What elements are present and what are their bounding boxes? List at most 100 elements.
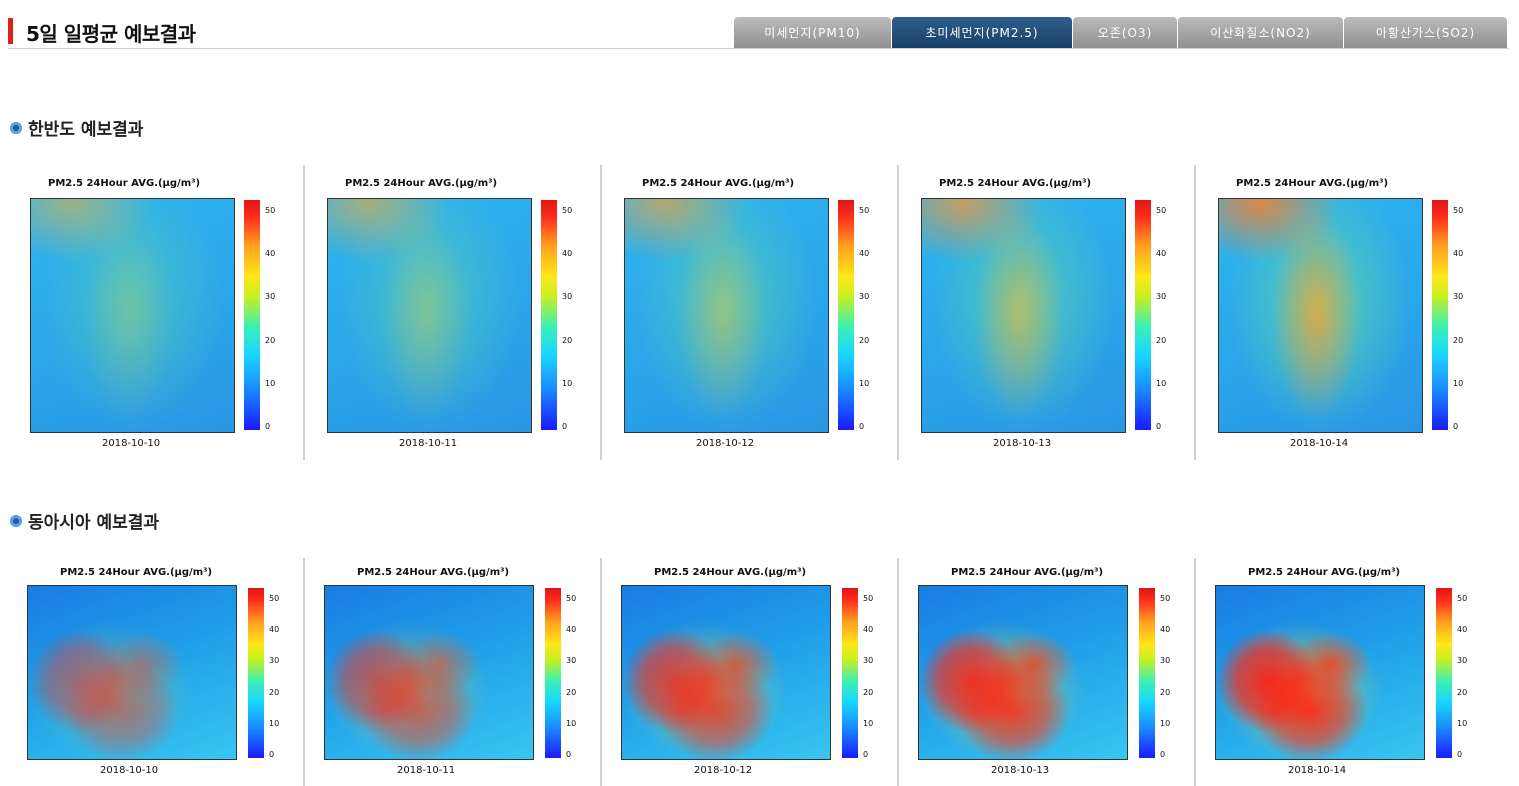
korea-forecast-row: PM2.5 24Hour AVG.(μg/m³) 2018-10-10 50 40 30… xyxy=(0,165,1519,460)
colorbar-tick-label: 40 xyxy=(566,625,577,635)
forecast-panel: PM2.5 24Hour AVG.(μg/m³) 2018-10-13 50 40 30… xyxy=(891,165,1188,460)
panel-title: PM2.5 24Hour AVG.(μg/m³) xyxy=(951,567,1104,578)
tab-no2[interactable]: 이산화질소(NO2) xyxy=(1178,17,1343,48)
colorbar-tick-label: 10 xyxy=(269,718,280,728)
panel-date: 2018-10-12 xyxy=(694,765,753,776)
korea-concentration-map[interactable] xyxy=(30,198,235,433)
colorbar-tick-label: 20 xyxy=(1457,687,1468,697)
colorbar-tick-label: 50 xyxy=(269,594,280,603)
panel-title: PM2.5 24Hour AVG.(μg/m³) xyxy=(345,178,498,189)
panel-date: 2018-10-12 xyxy=(696,438,755,449)
colorbar xyxy=(1139,588,1155,758)
forecast-panel: PM2.5 24Hour AVG.(μg/m³) 2018-10-13 50 40 30… xyxy=(891,558,1188,786)
colorbar-tick-label: 30 xyxy=(562,292,573,302)
colorbar-tick-label: 40 xyxy=(1457,625,1468,635)
forecast-panel: PM2.5 24Hour AVG.(μg/m³) 2018-10-12 50 40 30… xyxy=(594,558,891,786)
colorbar-tick-label: 50 xyxy=(265,206,276,215)
east-asia-concentration-map[interactable] xyxy=(1215,585,1425,760)
korea-concentration-map[interactable] xyxy=(624,198,829,433)
panel-title: PM2.5 24Hour AVG.(μg/m³) xyxy=(48,178,201,189)
panel-title: PM2.5 24Hour AVG.(μg/m³) xyxy=(60,567,213,578)
colorbar-tick-label: 50 xyxy=(1160,594,1171,603)
forecast-panel: PM2.5 24Hour AVG.(μg/m³) 2018-10-10 50 40 30… xyxy=(0,165,297,460)
page-title: 5일 일평균 예보결과 xyxy=(26,22,196,46)
colorbar-tick-label: 30 xyxy=(566,656,577,666)
panel-divider xyxy=(303,558,305,786)
colorbar-tick-label: 10 xyxy=(859,378,870,388)
panel-date: 2018-10-10 xyxy=(100,765,159,776)
colorbar-tick-label: 40 xyxy=(265,249,276,259)
east-asia-concentration-map[interactable] xyxy=(27,585,237,760)
colorbar xyxy=(541,200,557,430)
panel-title: PM2.5 24Hour AVG.(μg/m³) xyxy=(939,178,1092,189)
colorbar-tick-label: 50 xyxy=(566,594,577,603)
pollutant-tabs: 미세먼지(PM10) 초미세먼지(PM2.5) 오존(O3) 이산화질소(NO2… xyxy=(734,17,1508,48)
colorbar-tick-label: 50 xyxy=(863,594,874,603)
panel-title: PM2.5 24Hour AVG.(μg/m³) xyxy=(1248,567,1401,578)
colorbar-tick-label: 0 xyxy=(562,422,568,431)
korea-concentration-map[interactable] xyxy=(1218,198,1423,433)
panel-divider xyxy=(303,165,305,460)
panel-divider xyxy=(897,558,899,786)
section-title-korea-text: 한반도 예보결과 xyxy=(28,120,144,140)
forecast-panel: PM2.5 24Hour AVG.(μg/m³) 2018-10-11 50 40 30… xyxy=(297,165,594,460)
colorbar-tick-label: 10 xyxy=(1457,718,1468,728)
colorbar-tick-label: 40 xyxy=(562,249,573,259)
east-asia-concentration-map[interactable] xyxy=(621,585,831,760)
colorbar xyxy=(244,200,260,430)
colorbar xyxy=(248,588,264,758)
panel-date: 2018-10-14 xyxy=(1288,765,1347,776)
colorbar-tick-label: 40 xyxy=(859,249,870,259)
panel-date: 2018-10-13 xyxy=(991,765,1050,776)
colorbar-tick-label: 20 xyxy=(265,335,276,345)
forecast-panel: PM2.5 24Hour AVG.(μg/m³) 2018-10-14 50 40 30… xyxy=(1188,165,1485,460)
colorbar-tick-label: 30 xyxy=(269,656,280,666)
colorbar-tick-label: 20 xyxy=(1160,687,1171,697)
header-accent-bar xyxy=(8,18,13,44)
colorbar xyxy=(1432,200,1448,430)
panel-divider xyxy=(1194,558,1196,786)
colorbar-tick-label: 0 xyxy=(566,750,572,759)
colorbar-tick-label: 40 xyxy=(1156,249,1167,259)
panel-date: 2018-10-14 xyxy=(1290,438,1349,449)
colorbar-tick-label: 0 xyxy=(1156,422,1162,431)
colorbar-tick-label: 0 xyxy=(859,422,865,431)
header-rule xyxy=(8,48,1509,49)
colorbar xyxy=(842,588,858,758)
colorbar-tick-label: 10 xyxy=(1160,718,1171,728)
colorbar xyxy=(545,588,561,758)
korea-concentration-map[interactable] xyxy=(327,198,532,433)
colorbar-tick-label: 30 xyxy=(863,656,874,666)
panel-title: PM2.5 24Hour AVG.(μg/m³) xyxy=(654,567,807,578)
forecast-panel: PM2.5 24Hour AVG.(μg/m³) 2018-10-10 50 40 30… xyxy=(0,558,297,786)
colorbar-tick-label: 10 xyxy=(265,378,276,388)
east-asia-concentration-map[interactable] xyxy=(918,585,1128,760)
panel-divider xyxy=(600,165,602,460)
colorbar-tick-label: 30 xyxy=(265,292,276,302)
bullet-icon xyxy=(10,514,22,527)
east-asia-forecast-row: PM2.5 24Hour AVG.(μg/m³) 2018-10-10 50 40 30… xyxy=(0,558,1519,786)
section-title-korea: 한반도 예보결과 xyxy=(10,115,143,140)
colorbar-tick-label: 20 xyxy=(269,687,280,697)
tab-so2[interactable]: 아황산가스(SO2) xyxy=(1344,17,1507,48)
colorbar-tick-label: 10 xyxy=(566,718,577,728)
colorbar-tick-label: 0 xyxy=(1160,750,1166,759)
panel-date: 2018-10-11 xyxy=(399,438,458,449)
tab-pm25[interactable]: 초미세먼지(PM2.5) xyxy=(892,17,1072,48)
section-title-east-asia: 동아시아 예보결과 xyxy=(10,508,159,533)
colorbar-tick-label: 0 xyxy=(1453,422,1459,431)
colorbar-tick-label: 20 xyxy=(859,335,870,345)
korea-concentration-map[interactable] xyxy=(921,198,1126,433)
colorbar-tick-label: 10 xyxy=(562,378,573,388)
colorbar-tick-label: 0 xyxy=(863,750,869,759)
east-asia-concentration-map[interactable] xyxy=(324,585,534,760)
panel-title: PM2.5 24Hour AVG.(μg/m³) xyxy=(642,178,795,189)
panel-title: PM2.5 24Hour AVG.(μg/m³) xyxy=(357,567,510,578)
colorbar-tick-label: 10 xyxy=(863,718,874,728)
colorbar-tick-label: 50 xyxy=(1453,206,1464,215)
colorbar-tick-label: 50 xyxy=(562,206,573,215)
colorbar xyxy=(838,200,854,430)
colorbar-tick-label: 40 xyxy=(1453,249,1464,259)
tab-pm10[interactable]: 미세먼지(PM10) xyxy=(734,17,891,48)
tab-ozone[interactable]: 오존(O3) xyxy=(1073,17,1177,48)
